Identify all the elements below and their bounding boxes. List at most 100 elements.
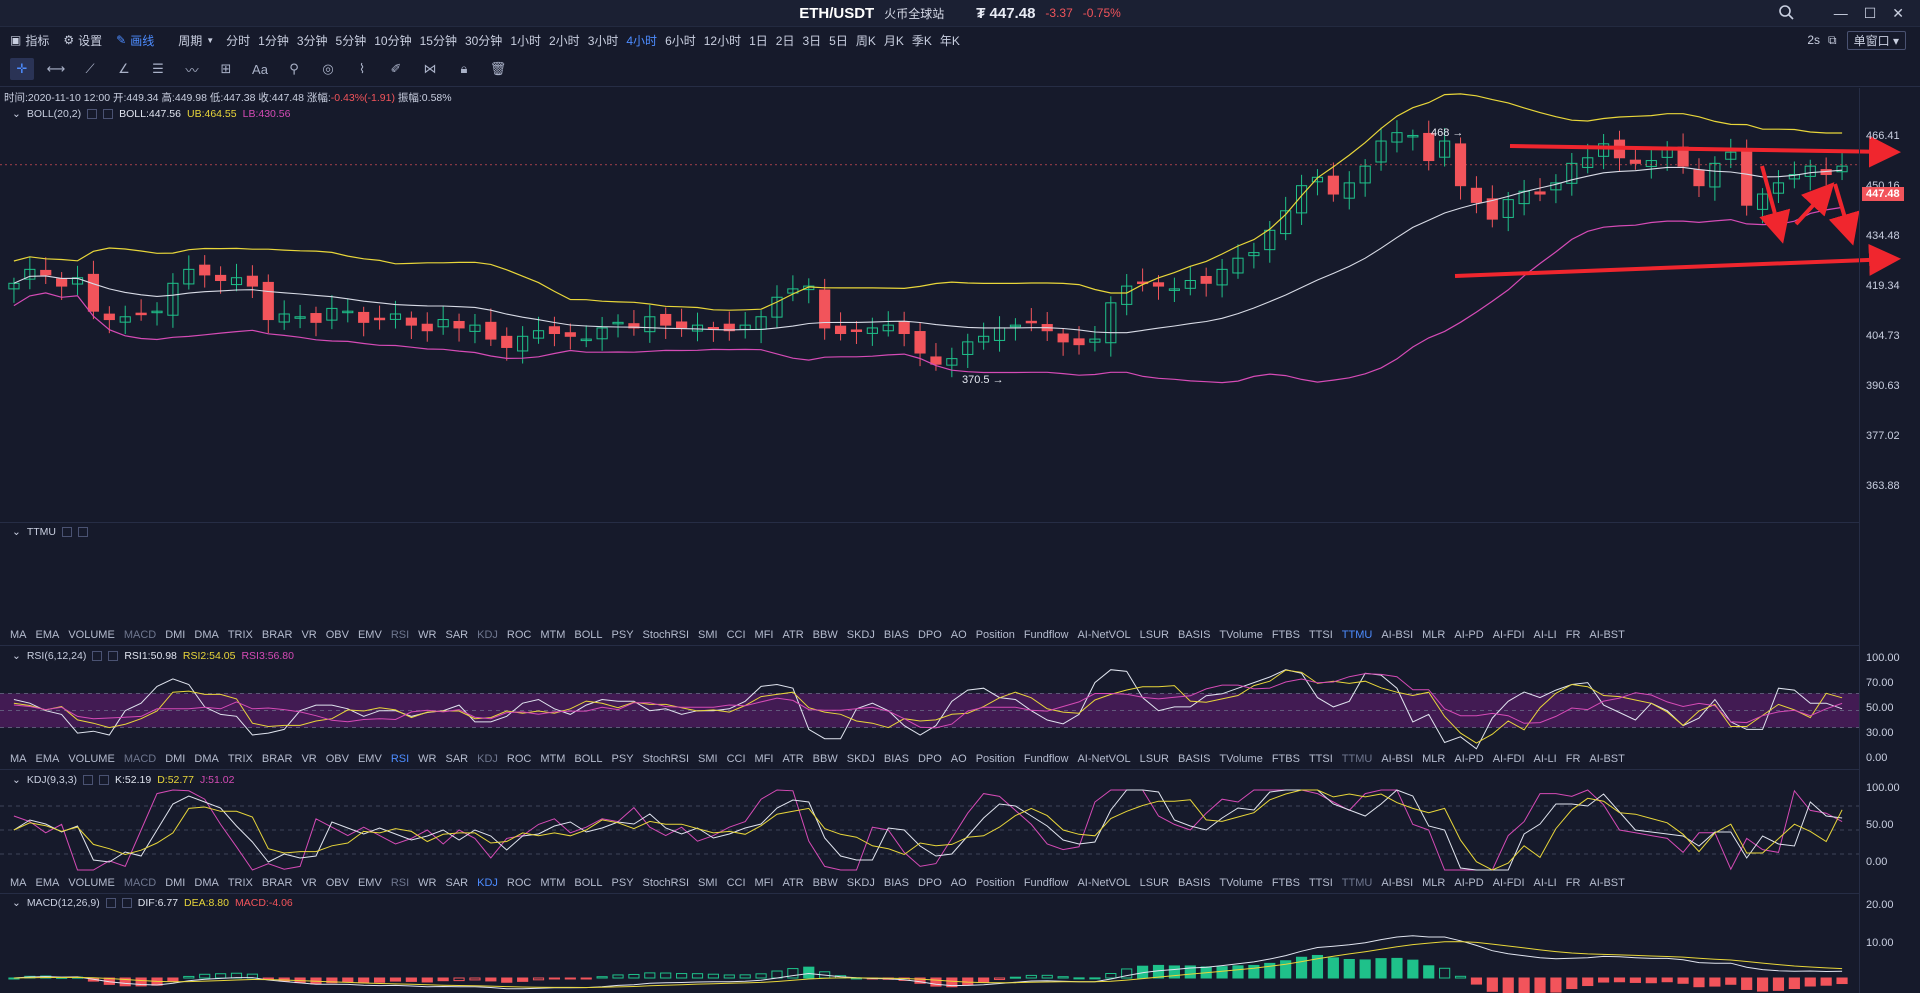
indicator-tab-smi[interactable]: SMI (698, 629, 718, 641)
indicator-tab-ai-netvol[interactable]: AI-NetVOL (1077, 753, 1131, 765)
indicator-tab-dpo[interactable]: DPO (917, 753, 942, 765)
indicator-tab-boll[interactable]: BOLL (574, 629, 603, 641)
indicator-tab-fundflow[interactable]: Fundflow (1023, 753, 1069, 765)
indicator-tab-wr[interactable]: WR (418, 753, 437, 765)
timeframe-14[interactable]: 2日 (775, 33, 795, 48)
magnet-icon[interactable]: ◎ (322, 61, 334, 76)
timeframe-7[interactable]: 1小时 (510, 33, 541, 48)
indicator-tab-macd[interactable]: MACD (123, 629, 157, 641)
timeframe-18[interactable]: 月K (883, 33, 904, 48)
collapse-icon[interactable]: ⌄ (12, 526, 21, 538)
macd-chart[interactable] (0, 908, 1860, 993)
indicator-tab-ttmu[interactable]: TTMU (1341, 753, 1373, 765)
indicator-tab-macd[interactable]: MACD (123, 753, 157, 765)
indicator-tab-kdj[interactable]: KDJ (477, 629, 498, 641)
indicator-tab-ttsi[interactable]: TTSI (1308, 629, 1333, 641)
indicator-tab-dmi[interactable]: DMI (165, 753, 186, 765)
close-icon[interactable] (108, 651, 119, 661)
candlestick-chart[interactable]: 468 → 370.5 → (0, 88, 1920, 522)
rsi-chart[interactable] (0, 660, 1860, 760)
indicator-tab-ma[interactable]: MA (10, 877, 27, 889)
indicator-tab-bbw[interactable]: BBW (812, 629, 838, 641)
indicator-tab-smi[interactable]: SMI (698, 877, 718, 889)
indicator-tab-mfi[interactable]: MFI (754, 629, 774, 641)
indicator-tab-sar[interactable]: SAR (445, 753, 469, 765)
indicator-tab-position[interactable]: Position (975, 629, 1015, 641)
collapse-icon[interactable]: ⌄ (12, 650, 21, 662)
indicator-tab-dma[interactable]: DMA (194, 877, 219, 889)
drawn-arrow[interactable] (1509, 135, 1901, 168)
brush-icon[interactable]: ⚲ (289, 61, 299, 76)
indicator-tab-vr[interactable]: VR (301, 629, 317, 641)
indicator-tab-mlr[interactable]: MLR (1422, 629, 1446, 641)
indicator-tab-mtm[interactable]: MTM (540, 877, 566, 889)
indicator-tab-dpo[interactable]: DPO (917, 877, 942, 889)
indicator-tab-boll[interactable]: BOLL (574, 753, 603, 765)
indicator-tab-wr[interactable]: WR (418, 877, 437, 889)
maximize-icon[interactable]: ☐ (1863, 4, 1877, 21)
indicator-tab-psy[interactable]: PSY (611, 753, 634, 765)
indicator-tab-lsur[interactable]: LSUR (1139, 753, 1169, 765)
settings-icon[interactable] (92, 651, 103, 661)
indicator-tab-ai-li[interactable]: AI-LI (1533, 629, 1557, 641)
indicator-tab-stochrsi[interactable]: StochRSI (642, 629, 690, 641)
timeframe-5[interactable]: 15分钟 (419, 33, 457, 48)
indicator-tab-position[interactable]: Position (975, 753, 1015, 765)
drawn-arrow[interactable] (1828, 183, 1860, 246)
indicator-tab-kdj[interactable]: KDJ (477, 753, 498, 765)
drawn-arrow[interactable] (1759, 165, 1791, 244)
indicator-tab-ai-bsi[interactable]: AI-BSI (1381, 629, 1414, 641)
indicator-tab-roc[interactable]: ROC (506, 877, 532, 889)
indicator-tab-bias[interactable]: BIAS (883, 753, 909, 765)
indicator-tab-kdj[interactable]: KDJ (477, 877, 498, 889)
indicator-tab-skdj[interactable]: SKDJ (846, 629, 875, 641)
indicator-tab-volume[interactable]: VOLUME (68, 629, 115, 641)
indicator-tab-mtm[interactable]: MTM (540, 753, 566, 765)
indicator-tab-ai-bsi[interactable]: AI-BSI (1381, 753, 1414, 765)
trash-icon[interactable]: 🗑︎ (489, 61, 507, 76)
indicator-tab-boll[interactable]: BOLL (574, 877, 603, 889)
settings-icon[interactable] (105, 898, 116, 908)
indicator-tab-ai-pd[interactable]: AI-PD (1454, 877, 1484, 889)
indicator-tab-volume[interactable]: VOLUME (68, 753, 115, 765)
indicator-tab-tvolume[interactable]: TVolume (1219, 753, 1263, 765)
crosshair-icon[interactable]: ✛ (10, 58, 34, 80)
indicator-tab-emv[interactable]: EMV (357, 753, 382, 765)
period-dropdown[interactable]: 周期 ▼ (178, 32, 214, 49)
indicator-tab-basis[interactable]: BASIS (1178, 629, 1211, 641)
indicator-tab-bias[interactable]: BIAS (883, 629, 909, 641)
indicator-tab-basis[interactable]: BASIS (1178, 877, 1211, 889)
close-icon[interactable]: ✕ (1892, 4, 1904, 21)
indicator-tab-skdj[interactable]: SKDJ (846, 877, 875, 889)
indicator-tab-rsi[interactable]: RSI (390, 629, 410, 641)
indicator-tab-vr[interactable]: VR (301, 753, 317, 765)
indicator-tab-psy[interactable]: PSY (611, 629, 634, 641)
indicator-tab-bbw[interactable]: BBW (812, 877, 838, 889)
indicator-tab-trix[interactable]: TRIX (227, 629, 253, 641)
timeframe-12[interactable]: 12小时 (703, 33, 742, 48)
timeframe-15[interactable]: 3日 (802, 33, 822, 48)
settings-icon[interactable] (87, 109, 98, 119)
indicator-tab-ai-li[interactable]: AI-LI (1533, 753, 1557, 765)
popout-icon[interactable]: ⧉ (1828, 32, 1837, 47)
indicator-tab-macd[interactable]: MACD (123, 877, 157, 889)
horizontal-line-icon[interactable]: ⟷ (46, 61, 66, 76)
kdj-chart[interactable] (0, 784, 1860, 884)
indicator-tab-emv[interactable]: EMV (357, 877, 382, 889)
collapse-icon[interactable]: ⌄ (12, 897, 21, 909)
drawn-arrow[interactable] (1454, 243, 1901, 278)
indicator-tab-emv[interactable]: EMV (357, 629, 382, 641)
indicator-tab-mtm[interactable]: MTM (540, 629, 566, 641)
indicator-tab-mlr[interactable]: MLR (1422, 877, 1446, 889)
indicator-tab-ai-fdi[interactable]: AI-FDI (1492, 877, 1525, 889)
indicator-tab-ai-pd[interactable]: AI-PD (1454, 629, 1484, 641)
timeframe-0[interactable]: 分时 (226, 33, 251, 48)
indicator-tab-brar[interactable]: BRAR (261, 753, 293, 765)
settings-icon[interactable] (83, 775, 93, 785)
draw-button[interactable]: ✎ 画线 (116, 32, 154, 49)
timeframe-4[interactable]: 10分钟 (374, 33, 412, 48)
indicator-tab-obv[interactable]: OBV (325, 877, 349, 889)
text-icon[interactable]: Aa (252, 61, 268, 77)
indicator-tab-ftbs[interactable]: FTBS (1271, 629, 1300, 641)
timeframe-11[interactable]: 6小时 (665, 33, 696, 48)
